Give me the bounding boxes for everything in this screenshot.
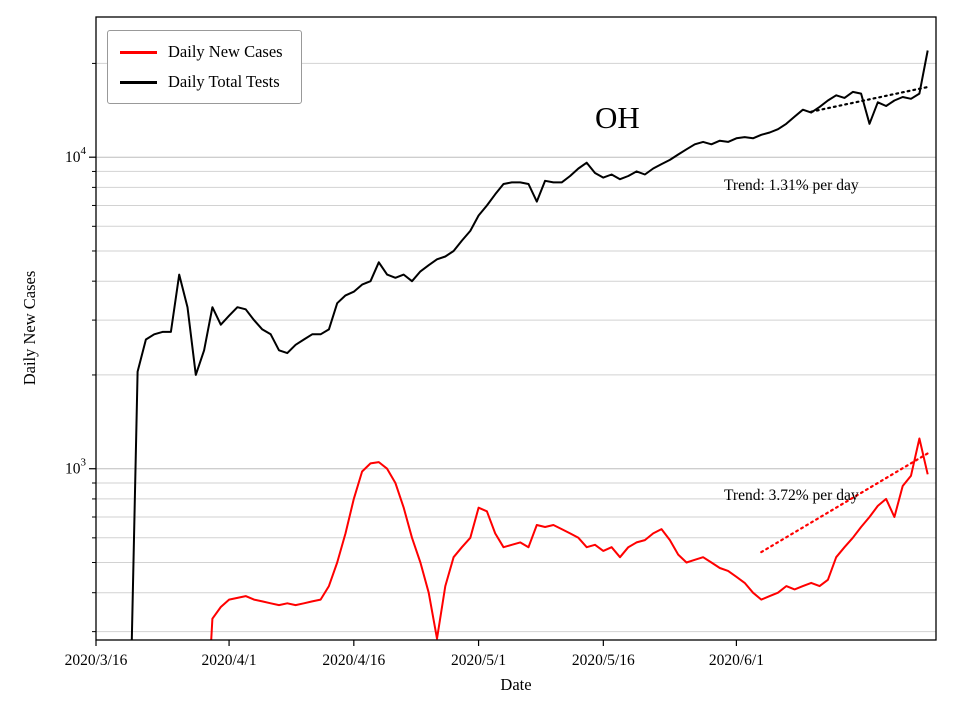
x-tick-label: 2020/6/1 [709, 652, 764, 669]
y-tick-label: 104 [65, 145, 87, 166]
legend-item-daily-total-tests: Daily Total Tests [120, 72, 283, 92]
series-daily-new-cases [210, 437, 929, 640]
series-daily-total-tests [130, 50, 929, 640]
legend-label-tests: Daily Total Tests [168, 72, 280, 91]
legend: Daily New Cases Daily Total Tests [107, 30, 302, 104]
x-tick-label: 2020/5/1 [451, 652, 506, 669]
x-axis-title: Date [500, 675, 532, 694]
plot-frame [95, 16, 937, 641]
trend-line-0 [810, 85, 929, 113]
y-tick-label: 103 [65, 457, 87, 478]
x-tick-label: 2020/4/16 [322, 652, 385, 669]
legend-swatch-tests [120, 80, 157, 84]
y-axis-title: Daily New Cases [20, 270, 39, 386]
x-tick-label: 2020/3/16 [65, 652, 128, 669]
gridlines [96, 62, 936, 633]
legend-item-daily-new-cases: Daily New Cases [120, 42, 283, 62]
legend-swatch-cases [120, 50, 157, 54]
cases-trend-label: Trend: 3.72% per day [724, 487, 859, 504]
tests-trend-label: Trend: 1.31% per day [724, 177, 859, 194]
legend-label-cases: Daily New Cases [168, 42, 283, 61]
state-label: OH [595, 100, 640, 135]
x-tick-label: 2020/4/1 [202, 652, 257, 669]
x-tick-label: 2020/5/16 [572, 652, 635, 669]
